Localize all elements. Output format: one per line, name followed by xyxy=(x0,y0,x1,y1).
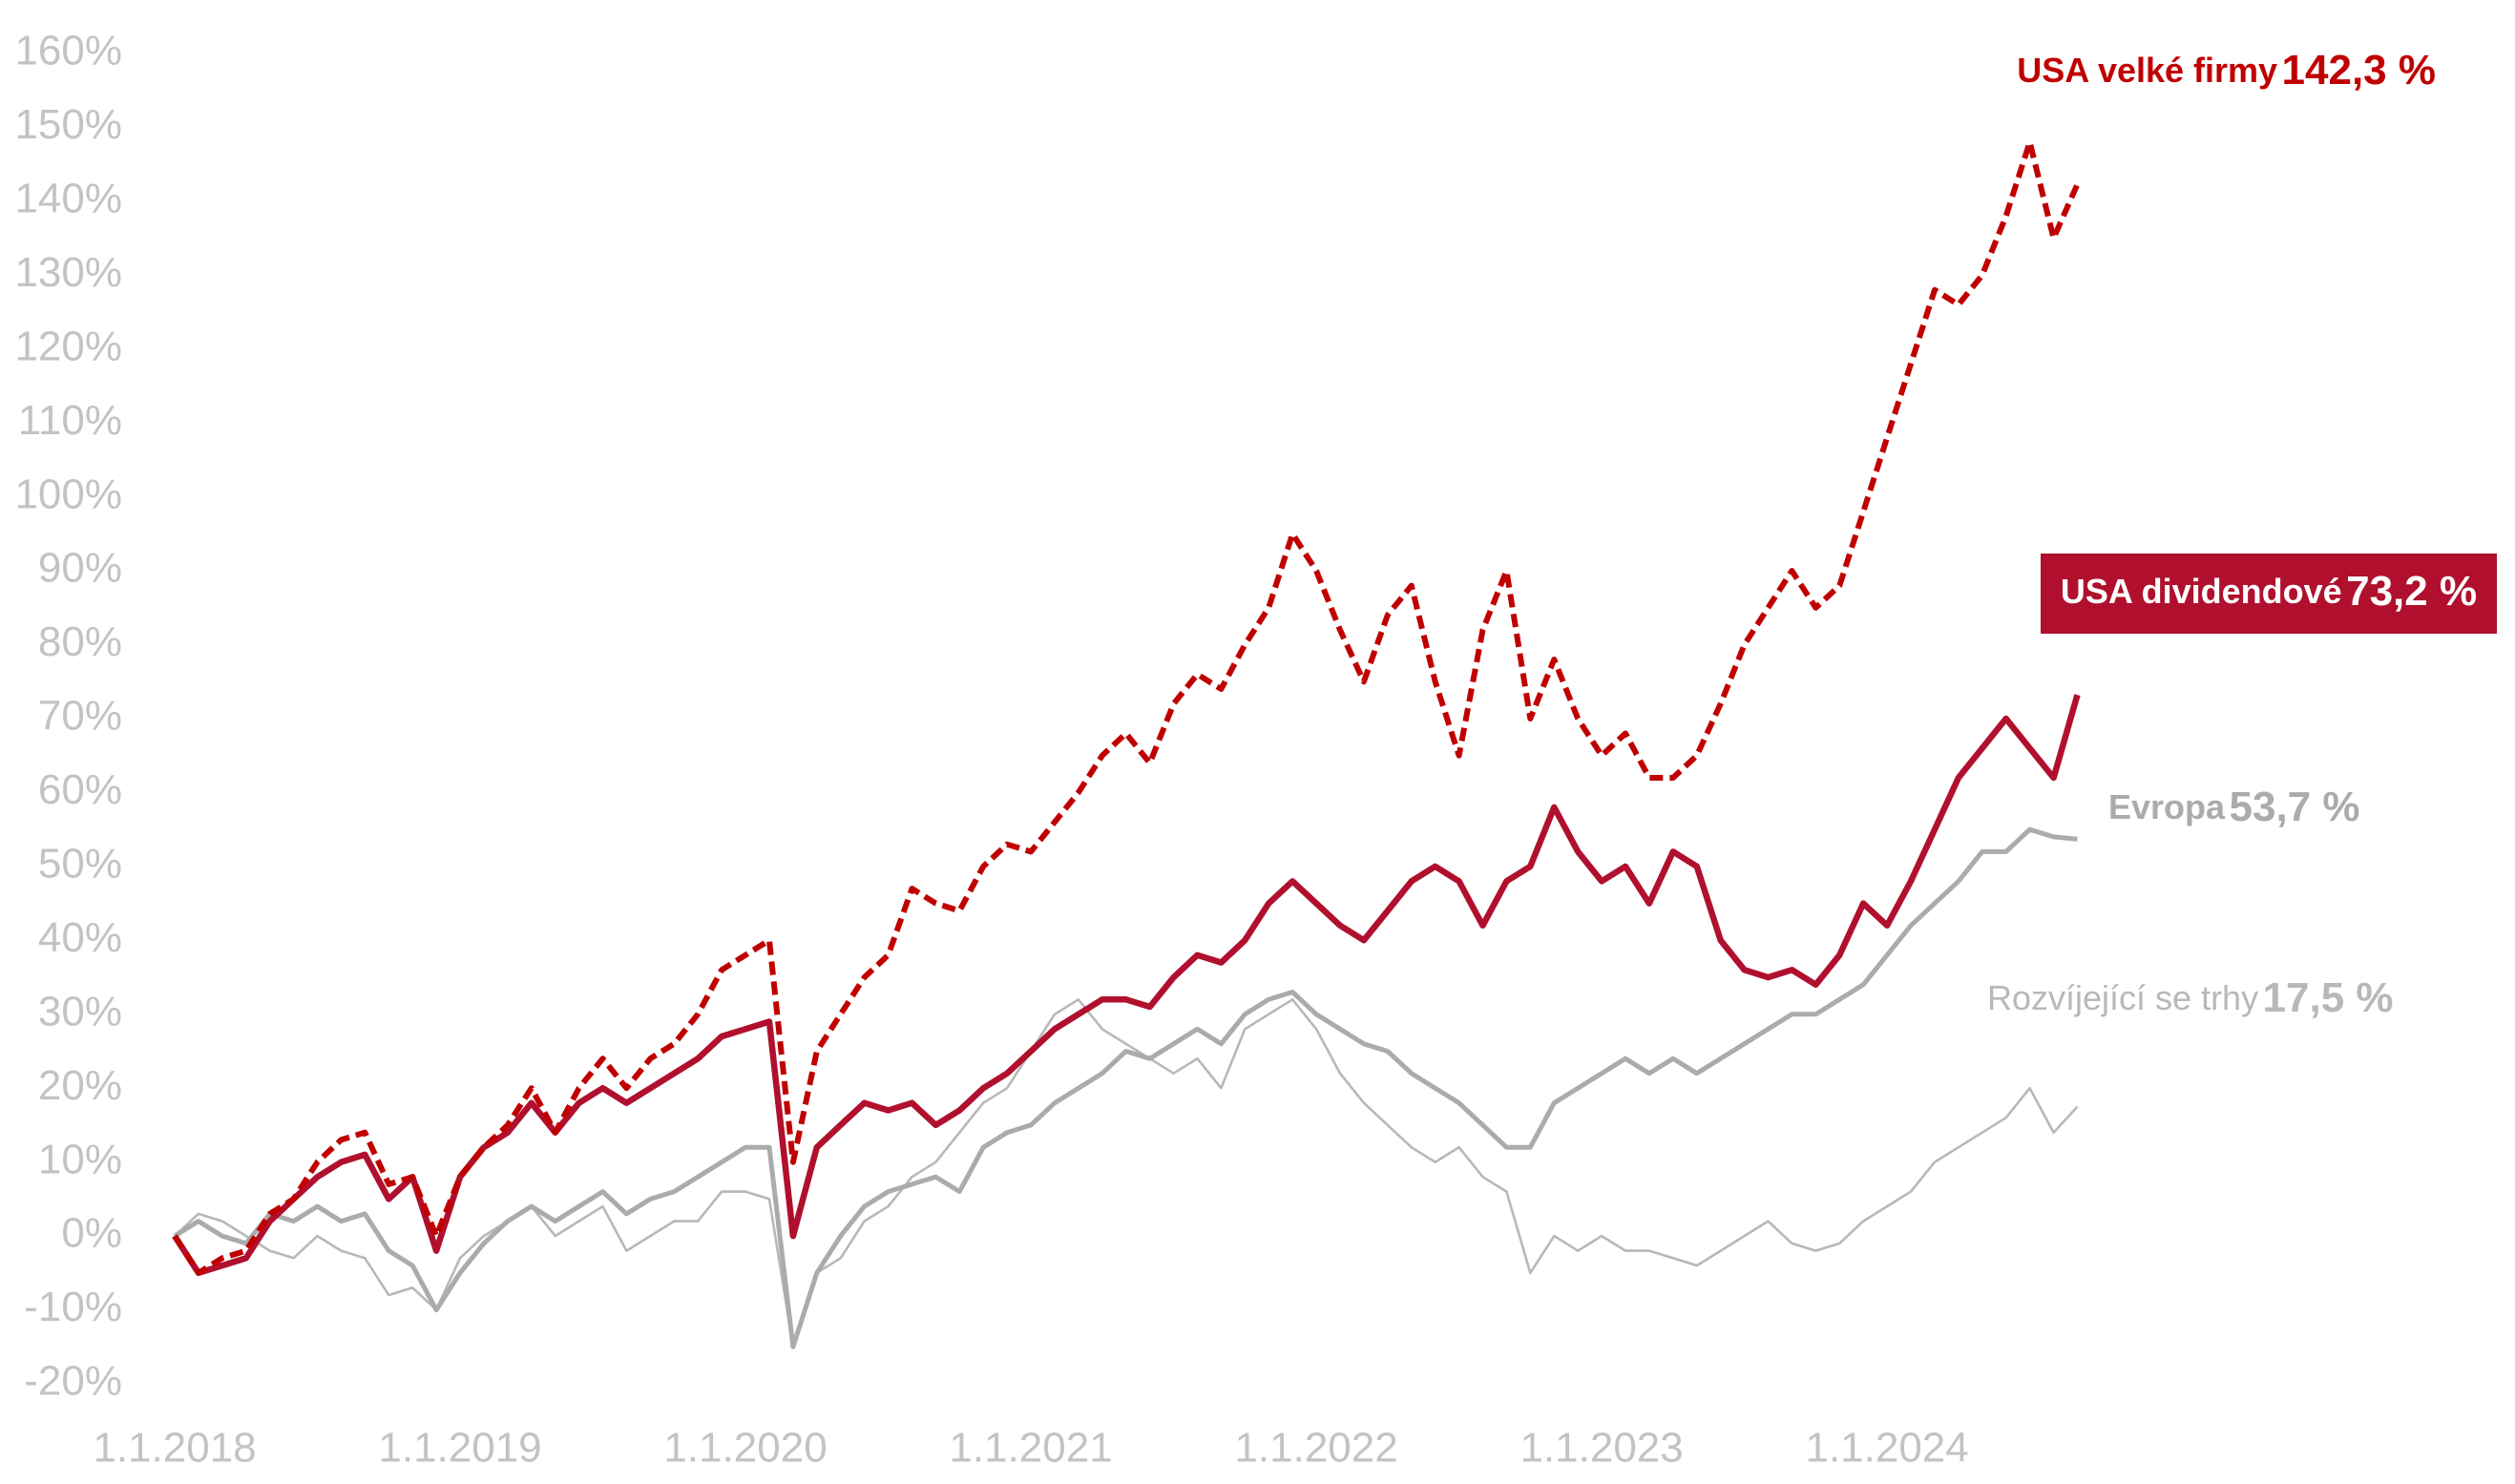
x-tick-label: 1.1.2022 xyxy=(1234,1425,1397,1472)
x-tick-label: 1.1.2019 xyxy=(378,1425,541,1472)
x-tick-label: 1.1.2018 xyxy=(93,1425,256,1472)
series-name: Evropa xyxy=(2108,787,2226,826)
y-tick-label: -20% xyxy=(24,1358,122,1405)
series-label: USA dividendové 73,2 % xyxy=(2061,568,2477,615)
series-label: USA velké firmy 142,3 % xyxy=(2017,47,2436,94)
y-tick-label: 160% xyxy=(14,28,122,74)
series-label: Evropa 53,7 % xyxy=(2108,784,2359,830)
series-line xyxy=(174,998,2079,1348)
x-tick-label: 1.1.2020 xyxy=(663,1425,827,1472)
y-tick-label: 40% xyxy=(38,914,122,961)
value-label: 17,5 % xyxy=(2263,974,2394,1021)
label-box xyxy=(2041,554,2497,634)
y-tick-label: 140% xyxy=(14,176,122,222)
x-tick-label: 1.1.2024 xyxy=(1805,1425,1968,1472)
y-tick-label: 100% xyxy=(14,470,122,517)
y-tick-label: 50% xyxy=(38,841,122,888)
y-tick-label: 30% xyxy=(38,988,122,1035)
y-tick-label: 60% xyxy=(38,766,122,813)
value-label: 73,2 % xyxy=(2346,568,2477,615)
series-name: USA dividendové xyxy=(2061,572,2342,611)
x-tick-label: 1.1.2021 xyxy=(949,1425,1112,1472)
value-label: 53,7 % xyxy=(2230,784,2360,830)
y-tick-label: 90% xyxy=(38,545,122,592)
y-tick-label: 150% xyxy=(14,101,122,148)
series-label: Rozvíjející se trhy 17,5 % xyxy=(1987,974,2394,1021)
y-tick-label: 70% xyxy=(38,693,122,740)
y-tick-label: 20% xyxy=(38,1062,122,1109)
x-tick-label: 1.1.2023 xyxy=(1519,1425,1683,1472)
series-line xyxy=(173,826,2078,1349)
series-line xyxy=(172,138,2081,1276)
y-tick-label: 130% xyxy=(14,249,122,296)
y-tick-label: 120% xyxy=(14,323,122,369)
y-tick-label: 0% xyxy=(61,1210,122,1257)
value-label: 142,3 % xyxy=(2282,47,2436,94)
y-tick-label: -10% xyxy=(24,1284,122,1330)
y-tick-label: 80% xyxy=(38,618,122,665)
y-tick-label: 110% xyxy=(18,397,122,444)
series-line xyxy=(172,694,2081,1277)
y-tick-label: 10% xyxy=(38,1136,122,1182)
series-name: USA velké firmy xyxy=(2017,51,2277,90)
series-name: Rozvíjející se trhy xyxy=(1987,978,2258,1017)
